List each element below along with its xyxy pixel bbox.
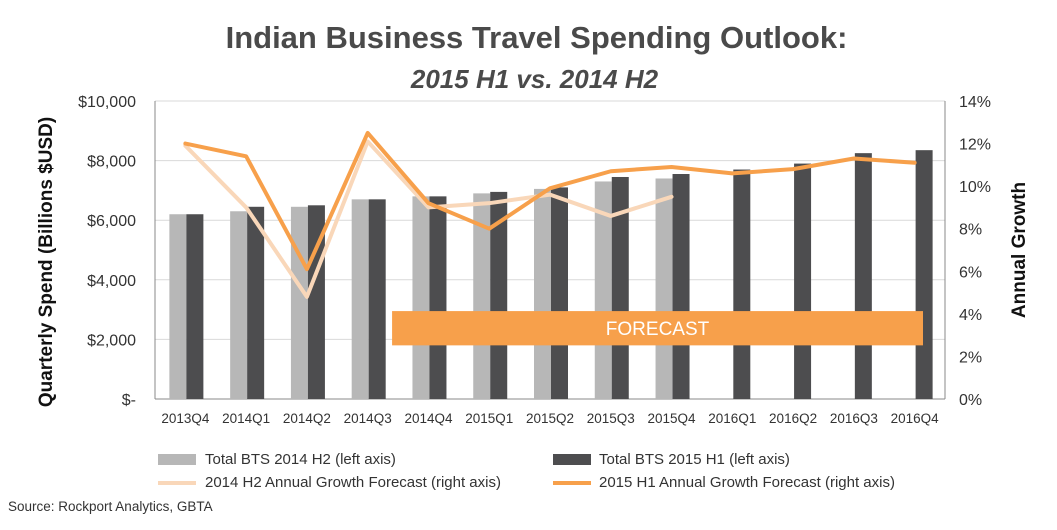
bar-bts-2015h1 (247, 206, 265, 399)
right-tick-label: 14% (959, 94, 991, 111)
legend-entry-growth-2014h2: 2014 H2 Annual Growth Forecast (right ax… (205, 474, 501, 491)
left-tick-label: $10,000 (78, 94, 136, 111)
bar-bts-2015h1 (733, 169, 751, 399)
legend-entry-growth-2015h1: 2015 H1 Annual Growth Forecast (right ax… (599, 474, 895, 491)
bar-bts-2014h2 (534, 188, 551, 399)
bar-bts-2015h1 (429, 196, 447, 399)
left-axis-title: Quarterly Spend (Billions $USD) (36, 117, 57, 407)
bar-bts-2014h2 (655, 178, 673, 399)
left-tick-label: $2,000 (87, 332, 136, 349)
bar-bts-2015h1 (490, 191, 508, 399)
x-tick-label: 2016Q4 (891, 411, 940, 426)
x-tick-label: 2013Q4 (161, 411, 210, 426)
bar-bts-2015h1 (551, 187, 568, 399)
bar-bts-2014h2 (290, 206, 308, 399)
left-tick-label: $8,000 (87, 154, 136, 171)
forecast-band (392, 311, 924, 346)
bar-bts-2014h2 (169, 214, 187, 399)
bar-bts-2015h1 (368, 199, 386, 399)
line-growth-2014h2 (183, 139, 674, 299)
legend-swatch-bts-2014h2 (158, 454, 196, 465)
x-tick-label: 2016Q3 (830, 411, 878, 426)
source-note: Source: Rockport Analytics, GBTA (8, 499, 213, 514)
bar-bts-2014h2 (230, 211, 248, 399)
x-tick-label: 2014Q3 (344, 411, 392, 426)
chart-subtitle: 2015 H1 vs. 2014 H2 (410, 64, 659, 94)
chart-canvas: $- $2,000 $4,000 $6,000 $8,000 $10,000 0% 2% 4% 6… (36, 94, 1030, 426)
x-tick-label: 2014Q4 (404, 411, 453, 426)
bar-bts-2014h2 (351, 199, 369, 399)
right-tick-label: 6% (959, 264, 982, 281)
legend-entry-bts-2015h1: Total BTS 2015 H1 (left axis) (599, 451, 790, 468)
left-tick-label: $4,000 (87, 273, 136, 290)
legend-entry-bts-2014h2: Total BTS 2014 H2 (left axis) (205, 451, 396, 468)
x-tick-label: 2015Q3 (587, 411, 635, 426)
left-tick-label: $- (122, 392, 136, 409)
x-tick-label: 2014Q1 (222, 411, 270, 426)
right-tick-label: 10% (959, 179, 991, 196)
line-growth-2015h1 (183, 130, 917, 272)
legend-swatch-growth-2015h1 (553, 481, 591, 485)
x-tick-label: 2016Q1 (708, 411, 756, 426)
legend-swatch-bts-2015h1 (553, 454, 591, 465)
right-axis-title: Annual Growth (1009, 182, 1030, 318)
right-tick-label: 2% (959, 349, 982, 366)
bar-bts-2014h2 (473, 193, 491, 399)
right-tick-label: 8% (959, 222, 982, 239)
right-tick-label: 4% (959, 307, 982, 324)
bar-bts-2015h1 (794, 163, 812, 399)
bar-bts-2015h1 (915, 150, 933, 399)
bar-bts-2015h1 (186, 214, 204, 399)
bar-bts-2014h2 (412, 196, 430, 399)
chart-title: Indian Business Travel Spending Outlook: (225, 20, 848, 55)
x-tick-label: 2015Q4 (648, 411, 697, 426)
right-tick-label: 0% (959, 392, 982, 409)
x-tick-label: 2015Q2 (526, 411, 574, 426)
right-tick-label: 12% (959, 137, 991, 154)
forecast-label: FORECAST (606, 319, 710, 340)
x-tick-label: 2016Q2 (769, 411, 817, 426)
legend-swatch-growth-2014h2 (158, 481, 196, 485)
bar-bts-2015h1 (854, 153, 872, 399)
x-tick-label: 2014Q2 (283, 411, 331, 426)
x-tick-label: 2015Q1 (465, 411, 513, 426)
bar-bts-2015h1 (672, 174, 690, 399)
left-tick-label: $6,000 (87, 213, 136, 230)
